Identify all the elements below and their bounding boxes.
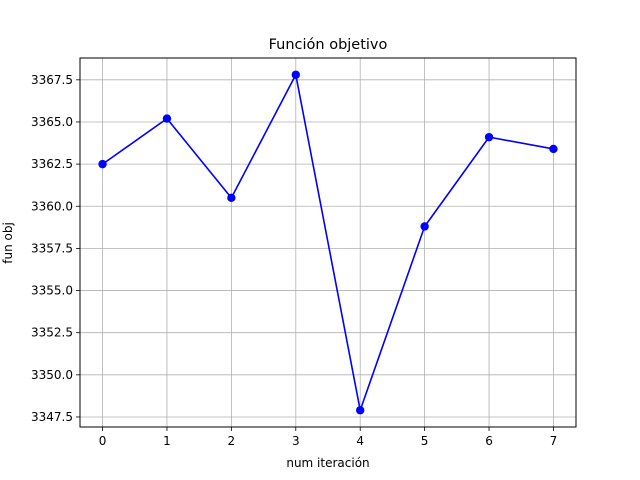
x-tick-label: 7 <box>550 434 558 448</box>
y-axis-label: fun obj <box>1 222 15 264</box>
grid-lines <box>80 58 576 427</box>
y-tick-label: 3365.0 <box>31 115 73 129</box>
y-tick-label: 3357.5 <box>31 241 73 255</box>
y-tick-label: 3352.5 <box>31 326 73 340</box>
x-tick-label: 3 <box>292 434 300 448</box>
data-point <box>356 406 365 415</box>
y-tick-label: 3367.5 <box>31 73 73 87</box>
x-tick-label: 6 <box>485 434 493 448</box>
plot-area-frame <box>79 57 577 428</box>
x-tick-label: 0 <box>99 434 107 448</box>
data-point <box>162 114 172 123</box>
x-tick-label: 5 <box>421 434 429 448</box>
y-tick-label: 3360.0 <box>31 199 73 213</box>
y-tick-label: 3362.5 <box>31 157 73 171</box>
data-point <box>227 193 236 203</box>
data-point <box>98 159 107 169</box>
y-tick-label: 3347.5 <box>31 410 73 424</box>
data-point <box>549 144 558 154</box>
series-line-path <box>102 73 554 412</box>
axis-ticks: 0 1 2 3 4 5 6 7 3347.5 3350.0 3352.5 3355.0 3357.5 33… <box>31 73 557 448</box>
y-tick-label: 3355.0 <box>31 284 73 298</box>
data-point <box>420 222 429 231</box>
x-axis-label: num iteración <box>286 456 369 470</box>
data-point <box>484 132 494 142</box>
y-tick-label: 3350.0 <box>31 368 73 382</box>
x-tick-label: 4 <box>356 434 364 448</box>
x-tick-label: 2 <box>228 434 236 448</box>
x-tick-label: 1 <box>163 434 171 448</box>
data-point <box>291 70 300 79</box>
chart-title: Función objetivo <box>269 37 388 53</box>
series-line <box>98 70 558 415</box>
